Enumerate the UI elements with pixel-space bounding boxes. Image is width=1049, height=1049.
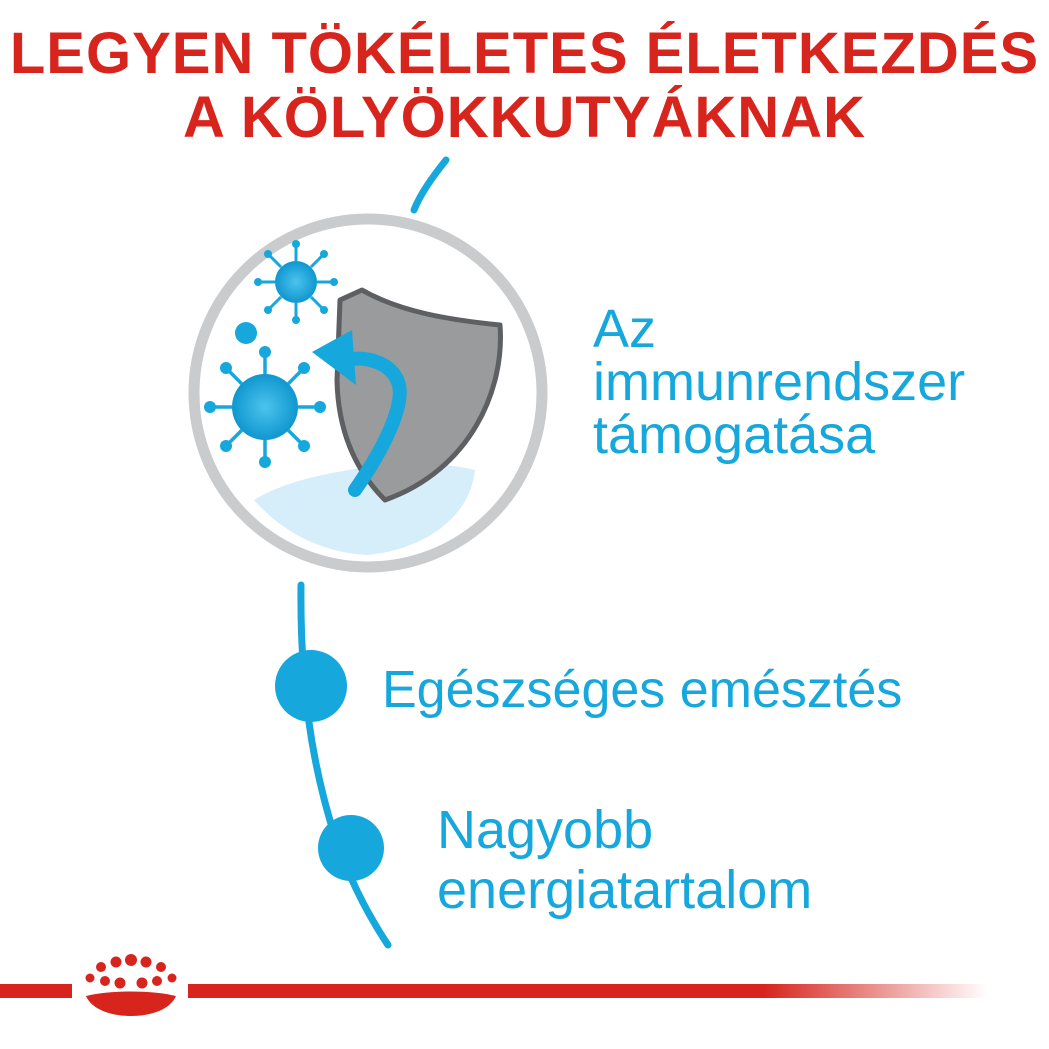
royal-canin-crown-logo: [85, 954, 177, 1016]
feature-healthy-digestion: Egészséges emésztés: [382, 660, 902, 720]
feature-text-line: Nagyobb: [437, 800, 654, 860]
timeline-line: [410, 156, 450, 214]
feature-text-line: Egészséges emésztés: [382, 661, 903, 719]
feature-text-line: támogatása: [593, 405, 876, 465]
feature-text-line: immunrendszer: [593, 352, 966, 412]
headline-line-1: LEGYEN TÖKÉLETES ÉLETKEZDÉS: [9, 21, 1040, 86]
timeline-line: [297, 581, 392, 949]
feature-immune-support: Az immunrendszer támogatása: [593, 299, 966, 465]
feature-text-line: energiatartalom: [437, 860, 813, 920]
timeline-dot: [318, 815, 384, 881]
brand-footer: [0, 954, 988, 1016]
feature-higher-energy: Nagyobb energiatartalom: [437, 800, 812, 920]
timeline-dot: [275, 650, 347, 722]
feature-text-line: Az: [593, 299, 657, 359]
headline-line-2: A KÖLYÖKKUTYÁKNAK: [183, 85, 866, 150]
shield-virus-icon: [188, 213, 548, 573]
